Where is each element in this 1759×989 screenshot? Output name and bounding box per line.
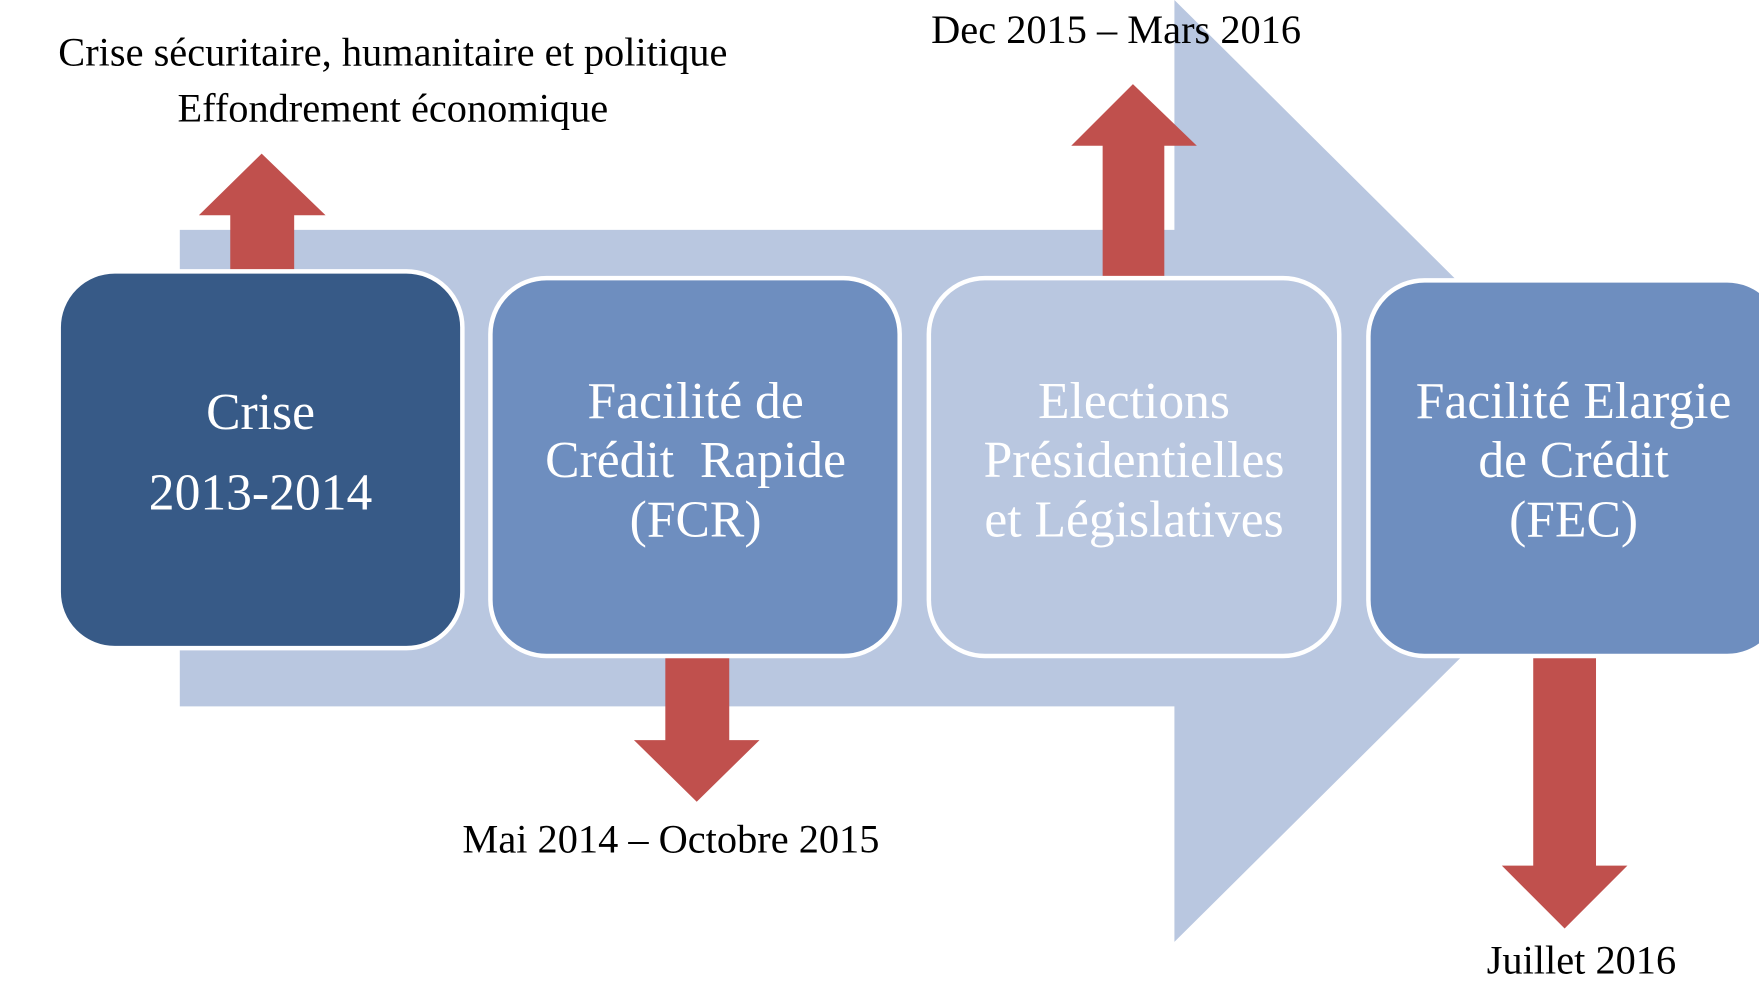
stage-box	[488, 275, 902, 659]
annotation: Juillet 2016	[1487, 938, 1676, 983]
stage-label: Facilité de	[587, 373, 803, 430]
stage-box	[1366, 278, 1759, 659]
stage-label: (FEC)	[1509, 492, 1638, 549]
annotation: Effondrement économique	[177, 85, 608, 130]
stage-label: et Législatives	[984, 492, 1283, 549]
down-arrow	[633, 655, 760, 802]
annotation: Dec 2015 – Mars 2016	[931, 7, 1301, 52]
stage-label: Crise	[206, 384, 315, 441]
stage-label: Facilité Elargie	[1416, 373, 1732, 430]
stage-box	[926, 275, 1342, 659]
stage-label: (FCR)	[630, 492, 762, 549]
up-arrow	[198, 153, 326, 275]
annotation: Crise sécuritaire, humanitaire et politi…	[58, 29, 727, 74]
stage-box	[56, 269, 465, 651]
stage-label: de Crédit	[1478, 432, 1669, 489]
down-arrow	[1501, 655, 1628, 929]
stage-label: 2013-2014	[149, 465, 373, 522]
annotation: Mai 2014 – Octobre 2015	[462, 816, 879, 861]
stage-label: Présidentielles	[984, 432, 1285, 489]
up-arrow	[1071, 84, 1197, 281]
timeline-arrow	[179, 0, 1649, 942]
stage-label: Crédit Rapide	[545, 432, 846, 489]
stage-label: Elections	[1038, 373, 1230, 430]
